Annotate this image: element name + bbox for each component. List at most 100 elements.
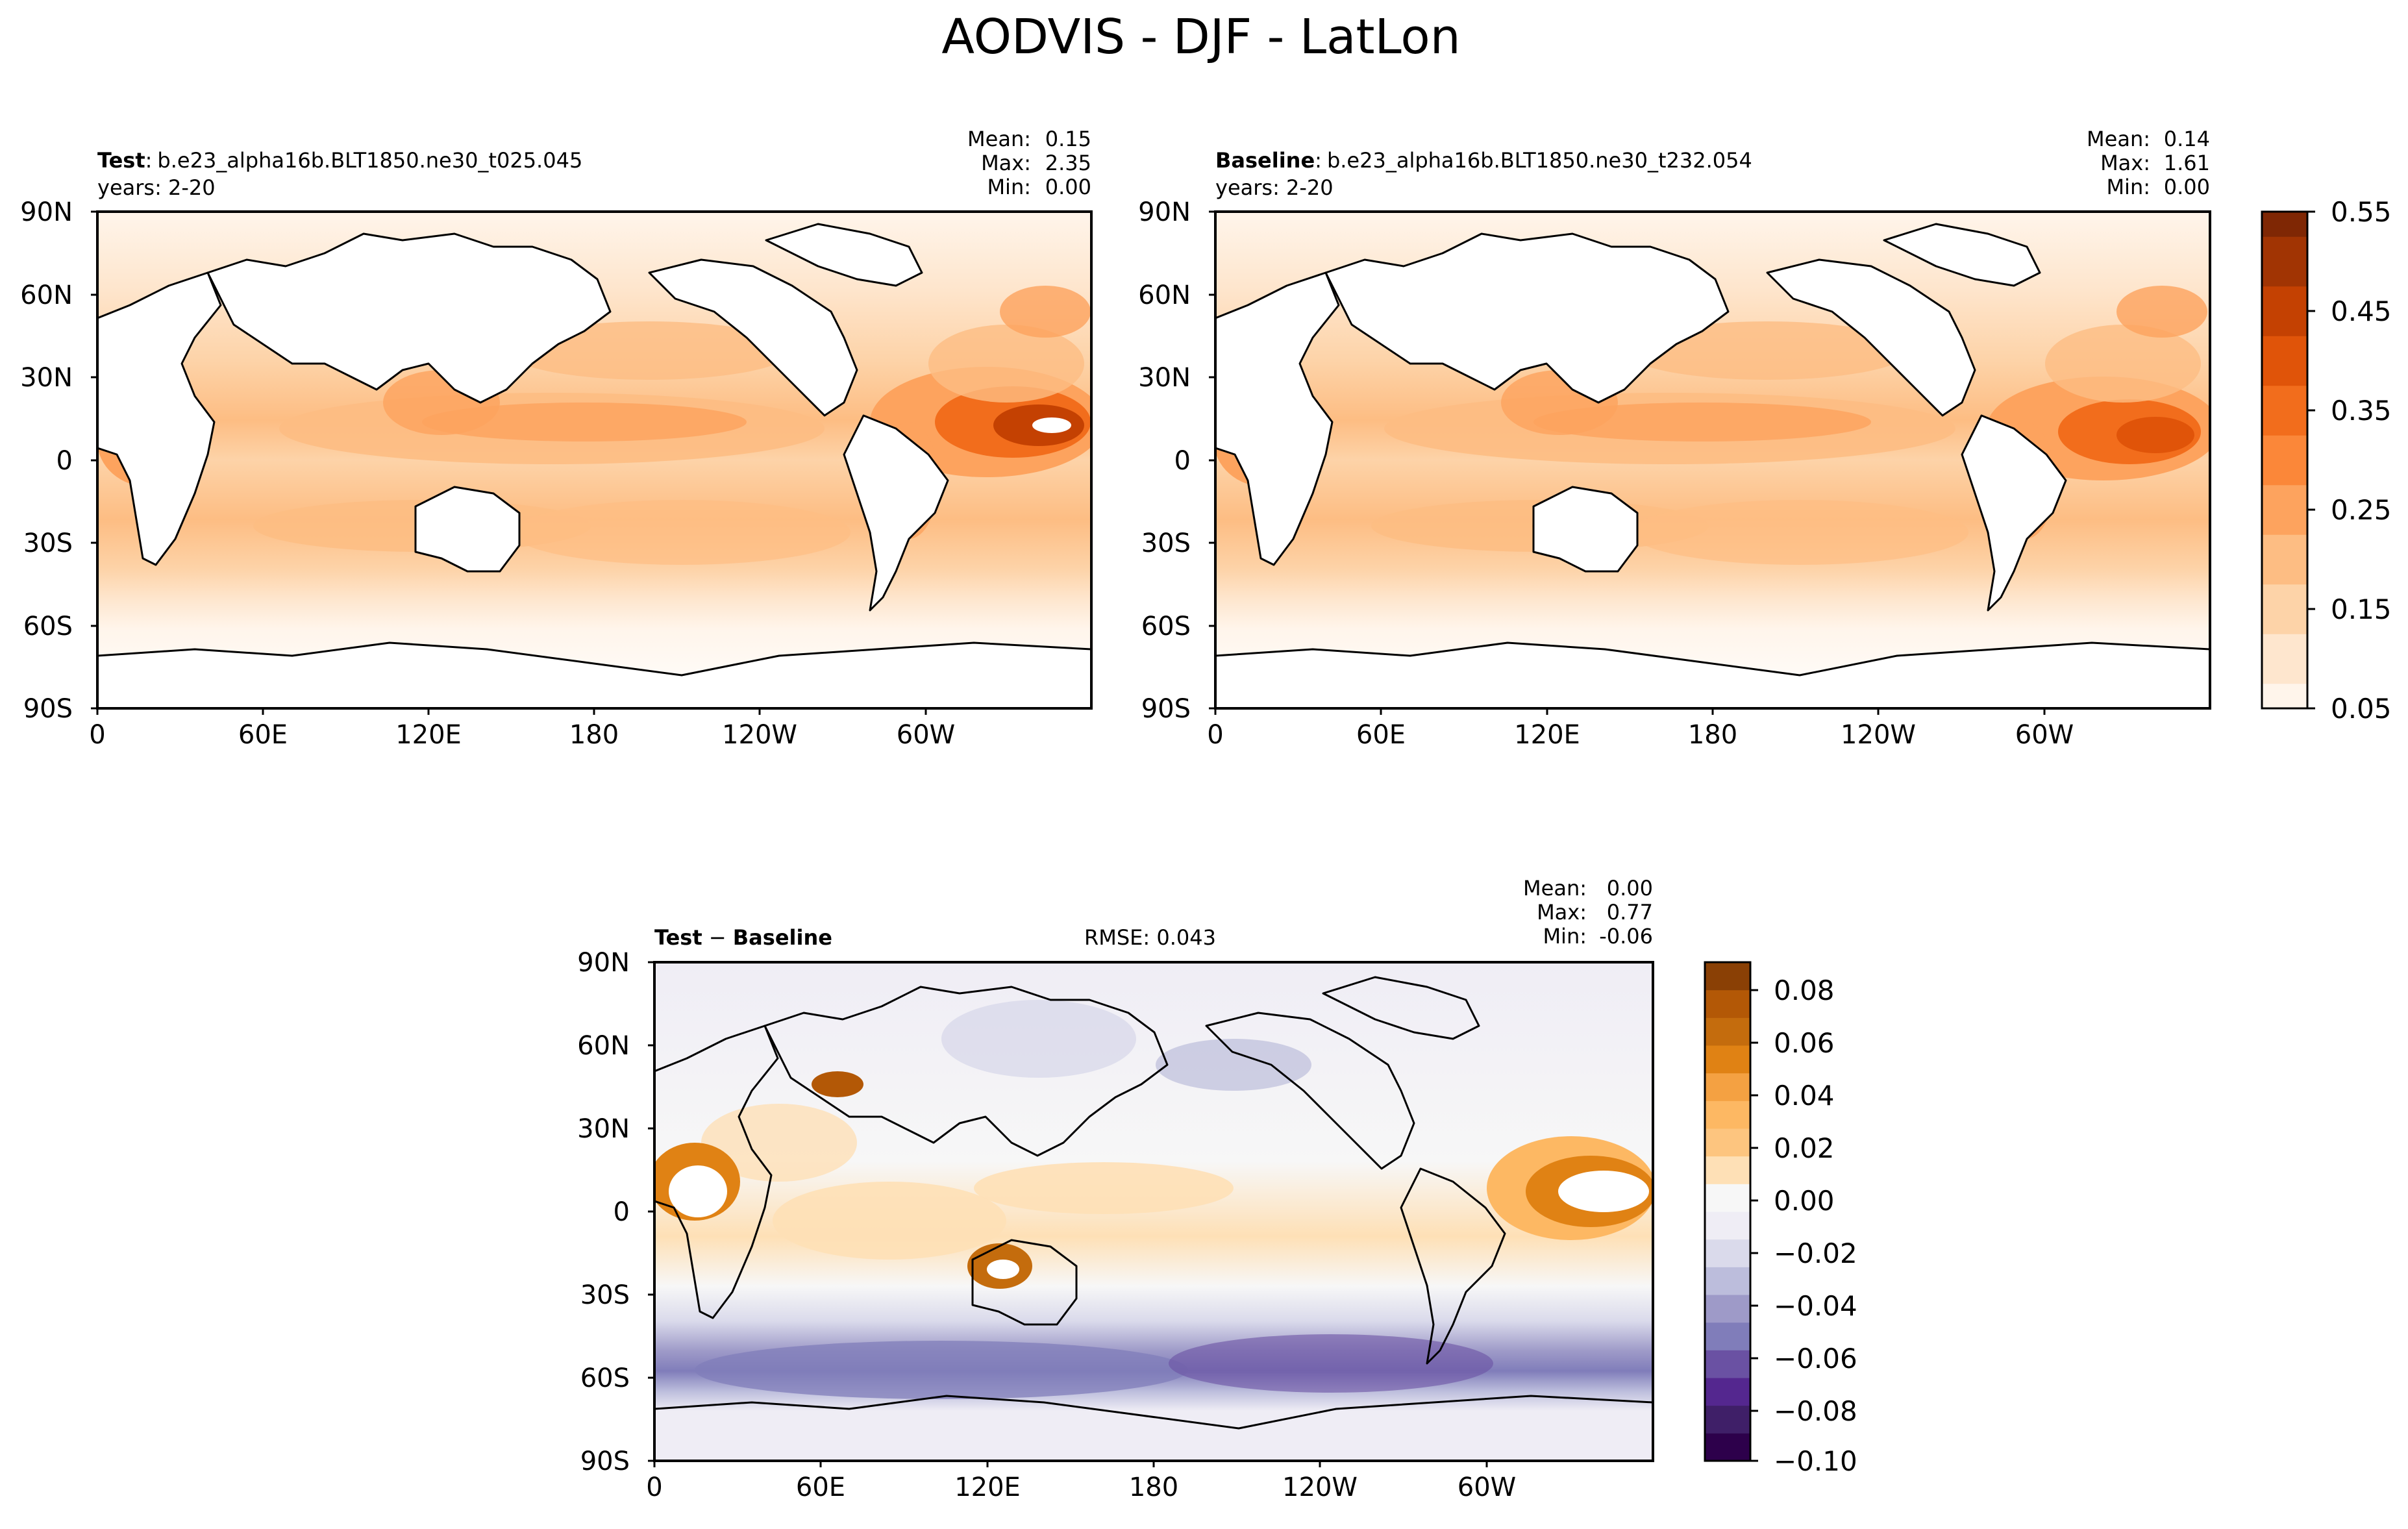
- ytick-label: 60S: [1141, 612, 1191, 641]
- xtick-label: 0: [89, 720, 105, 750]
- cb-tick: 0.05: [2331, 693, 2392, 725]
- colorbar-swatch: [2262, 212, 2307, 237]
- panel-baseline-title: Baseline: b.e23_alpha16b.BLT1850.ne30_t23…: [1215, 148, 1752, 173]
- cb-tick-marks: [1750, 989, 1758, 1462]
- field-blob: [812, 1071, 863, 1097]
- colorbar-swatch: [2262, 311, 2307, 336]
- field-blob: [1624, 321, 1910, 380]
- stat-label: Max:: [981, 151, 1031, 175]
- panel-test-xticks: 0 60E 120E 180 120W 60W: [89, 708, 955, 750]
- colorbar-swatch: [1705, 1239, 1750, 1267]
- cb-tick: −0.02: [1774, 1237, 1857, 1269]
- panel-test-stats: Mean: 0.15 Max: 2.35 Min: 0.00: [967, 127, 1091, 199]
- panel-diff-stats: Mean: 0.00 Max: 0.77 Min: -0.06: [1523, 876, 1653, 949]
- colorbar-swatch: [1705, 989, 1750, 1018]
- ytick-label: 30N: [577, 1114, 630, 1144]
- colorbar-swatch: [2262, 236, 2307, 262]
- colorbar-swatch: [1705, 1156, 1750, 1184]
- colorbar-swatch: [2262, 286, 2307, 312]
- panel-test: Test: b.e23_alpha16b.BLT1850.ne30_t025.04…: [20, 127, 1093, 750]
- stat-value: 0.00: [2164, 175, 2210, 199]
- colorbar-swatch: [1705, 1267, 1750, 1295]
- field-blob: [701, 1104, 857, 1182]
- cb-tick: 0.35: [2331, 395, 2392, 427]
- colorbar-swatch: [1705, 1378, 1750, 1406]
- field-blob: [422, 403, 747, 441]
- ytick-label: 60N: [577, 1031, 630, 1061]
- field-blob: [974, 1162, 1234, 1214]
- field-blob: [928, 325, 1084, 403]
- xtick-marks: [653, 1461, 1488, 1467]
- colorbar-swatch: [1705, 1017, 1750, 1046]
- colorbar-swatch: [1705, 1184, 1750, 1212]
- panel-baseline-stats: Mean: 0.14 Max: 1.61 Min: 0.00: [2087, 127, 2210, 199]
- panel-test-yticks: 90N 60N 30N 0 30S 60S 90S: [20, 197, 97, 724]
- stat-label: Max:: [2100, 151, 2150, 175]
- panel-diff: Test − Baseline RMSE: 0.043 Mean: 0.00 M…: [577, 876, 1654, 1502]
- ytick-label: 0: [56, 446, 73, 476]
- panel-test-case: b.e23_alpha16b.BLT1850.ne30_t025.045: [157, 148, 582, 173]
- ytick-label: 60N: [20, 280, 73, 310]
- stat-label: Min:: [2106, 175, 2150, 199]
- field-blob: [695, 1341, 1188, 1399]
- colorbar-swatch: [2262, 336, 2307, 361]
- stat-value: -0.06: [1599, 924, 1653, 949]
- field-blob: [1631, 500, 1968, 565]
- xtick-label: 60E: [238, 720, 288, 750]
- colorbar-swatch: [1705, 1100, 1750, 1129]
- panel-diff-xticks: 0 60E 120E 180 120W 60W: [646, 1461, 1516, 1502]
- field-blob: [2116, 286, 2207, 338]
- colorbar-puor-frame: [1704, 961, 1752, 1462]
- xtick-label: 60E: [796, 1473, 845, 1502]
- field-blob: [1000, 286, 1091, 338]
- xtick-label: 0: [646, 1473, 662, 1502]
- panel-test-title-bold: Test: [97, 148, 145, 173]
- xtick-marks: [96, 708, 927, 715]
- ytick-label: 90S: [1141, 694, 1191, 724]
- field-blob: [773, 1182, 1006, 1260]
- panel-diff-rmse: RMSE: 0.043: [1084, 925, 1216, 950]
- field-hole: [669, 1165, 727, 1217]
- panel-diff-yticks: 90N 60N 30N 0 30S 60S 90S: [577, 948, 654, 1476]
- stat-label: Mean:: [967, 127, 1031, 151]
- cb-tick: 0.08: [1774, 975, 1835, 1006]
- xtick-label: 120E: [395, 720, 462, 750]
- panel-baseline-title-sep: :: [1315, 148, 1322, 173]
- ytick-marks: [91, 210, 97, 710]
- field-blob: [941, 1000, 1136, 1078]
- stat-value: 0.00: [1045, 175, 1091, 199]
- xtick-label: 60E: [1356, 720, 1406, 750]
- ytick-label: 90N: [20, 197, 73, 227]
- ytick-label: 0: [614, 1197, 630, 1227]
- cb-tick: 0.02: [1774, 1132, 1835, 1164]
- colorbar-oranges-swatches: [2262, 212, 2307, 709]
- xtick-label: 60W: [2015, 720, 2074, 750]
- colorbar-swatch: [2262, 609, 2307, 634]
- ytick-label: 90S: [580, 1447, 630, 1476]
- field-blob: [506, 321, 792, 380]
- panel-test-title: Test: b.e23_alpha16b.BLT1850.ne30_t025.04…: [97, 148, 582, 173]
- panel-diff-title-mid: −: [702, 925, 733, 950]
- coastlines: [654, 976, 1653, 1430]
- colorbar-swatch: [2262, 460, 2307, 486]
- stat-label: Min:: [1543, 924, 1587, 949]
- colorbar-swatch: [1705, 1405, 1750, 1434]
- ytick-label: 30S: [1141, 528, 1191, 558]
- colorbar-swatch: [2262, 683, 2307, 709]
- colorbar-swatch: [2262, 385, 2307, 411]
- stat-label: Min:: [987, 175, 1031, 199]
- ytick-label: 30N: [20, 363, 73, 393]
- stat-value: 0.77: [1607, 900, 1653, 925]
- ytick-label: 30S: [580, 1280, 630, 1310]
- stat-value: 0.00: [1607, 876, 1653, 901]
- panel-diff-title-bold2: Baseline: [733, 925, 832, 950]
- xtick-marks: [1214, 708, 2046, 715]
- cb-tick-marks: [2307, 210, 2315, 710]
- field-hole: [1558, 1171, 1649, 1212]
- panel-diff-title: Test − Baseline: [654, 925, 832, 950]
- cb-tick: −0.04: [1774, 1290, 1857, 1322]
- cb-tick: −0.10: [1774, 1445, 1857, 1477]
- panel-diff-field: [654, 962, 1653, 1461]
- field-blob: [2045, 325, 2201, 403]
